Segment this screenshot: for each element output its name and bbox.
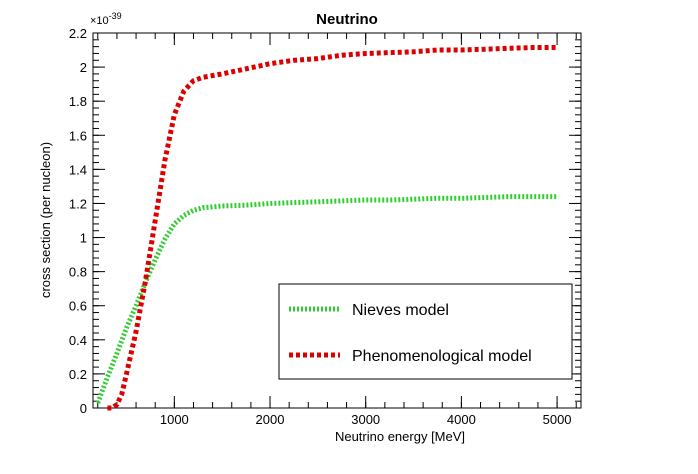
y-tick-label: 1.4 — [69, 162, 87, 177]
x-tick-label: 4000 — [447, 412, 476, 427]
x-tick-label: 5000 — [543, 412, 572, 427]
chart-title: Neutrino — [316, 11, 378, 28]
y-tick-label: 0.2 — [69, 367, 87, 382]
y-exponent-base: ×10 — [90, 15, 109, 27]
y-tick-label: 2 — [80, 60, 87, 75]
plot-frame — [92, 32, 582, 409]
y-tick-label: 0.4 — [69, 333, 87, 348]
legend-label-phenomenological: Phenomenological model — [352, 348, 532, 365]
legend-box — [278, 283, 573, 380]
y-tick-label: 0.6 — [69, 299, 87, 314]
y-exponent-power: -39 — [109, 11, 122, 21]
x-tick-label: 1000 — [160, 412, 189, 427]
x-axis-label: Neutrino energy [MeV] — [335, 429, 465, 444]
y-tick-label: 0.8 — [69, 265, 87, 280]
series-line-phenomenological — [107, 45, 558, 411]
series-group — [95, 45, 558, 411]
y-axis-label: cross section (per nucleon) — [38, 142, 53, 298]
legend: Nieves model Phenomenological model — [278, 283, 573, 380]
y-tick-label: 1.8 — [69, 94, 87, 109]
y-tick-label: 1.6 — [69, 128, 87, 143]
y-exponent-label: ×10-39 — [90, 11, 122, 27]
y-tick-label: 0 — [80, 401, 87, 416]
axis-ticks: 0 0.2 0.4 0.6 0.8 1 1.2 1.4 1.6 1.8 2 2.2 1000 2000 30… — [69, 26, 581, 427]
y-tick-label: 1 — [80, 231, 87, 246]
series-line-nieves — [95, 194, 558, 404]
legend-label-nieves: Nieves model — [352, 302, 449, 319]
x-tick-label: 3000 — [351, 412, 380, 427]
y-tick-label: 1.2 — [69, 196, 87, 211]
y-tick-label: 2.2 — [69, 26, 87, 41]
x-tick-label: 2000 — [256, 412, 285, 427]
